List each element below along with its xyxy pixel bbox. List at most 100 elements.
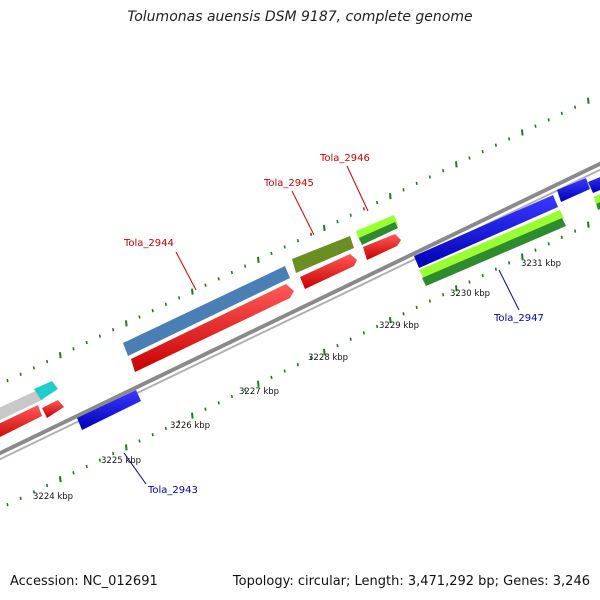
scale-label-3224: 3224 kbp <box>33 492 73 502</box>
gene-cds-cyan[interactable] <box>34 381 58 400</box>
leader-tola-2945 <box>291 190 315 236</box>
inner-tick <box>376 324 379 329</box>
gene-label-tola-2946[interactable]: Tola_2946 <box>319 153 370 164</box>
gene-cds-blue-long[interactable] <box>414 195 558 268</box>
outer-tick <box>72 347 75 351</box>
gene-cds-gray[interactable] <box>0 389 44 425</box>
inner-tick <box>455 285 458 292</box>
gene-cds-blue-edge[interactable] <box>588 173 600 193</box>
inner-tick <box>32 490 35 494</box>
gene-cds-red-small[interactable] <box>42 400 64 418</box>
genes-reverse-strand <box>0 173 600 442</box>
gene-cds-red-short[interactable] <box>363 234 401 260</box>
gene-tola-2946-cds-green[interactable] <box>359 222 398 245</box>
outer-tick <box>349 213 352 217</box>
inner-tick <box>481 273 484 278</box>
gene-tola-2947-cds-green[interactable] <box>422 218 566 286</box>
inner-tick <box>138 439 141 443</box>
gene-label-tola-2945[interactable]: Tola_2945 <box>263 178 314 189</box>
inner-tick <box>534 248 537 252</box>
gene-tola-2947-cds-lime[interactable] <box>419 210 564 279</box>
outer-tick <box>494 143 497 147</box>
leader-tola-2943 <box>123 452 147 485</box>
gene-cds-blue-right[interactable] <box>557 178 590 202</box>
outer-tick <box>310 232 313 236</box>
gene-tola-2945-cds[interactable] <box>292 236 354 273</box>
genes-forward-strand <box>0 190 600 425</box>
topology-text: Topology: circular; Length: 3,471,292 bp… <box>232 574 590 589</box>
outer-tick <box>336 219 339 224</box>
outer-tick <box>85 340 88 345</box>
inner-tick <box>244 388 247 392</box>
outer-tick <box>32 366 35 370</box>
inner-tick <box>230 394 233 399</box>
inner-tick <box>283 369 286 373</box>
outer-tick <box>521 129 524 136</box>
outer-tick <box>296 239 299 243</box>
inner-tick <box>494 267 497 271</box>
outer-tick <box>164 302 167 306</box>
inner-tick <box>6 502 9 507</box>
outer-tick <box>151 309 154 313</box>
outer-tick <box>230 270 233 275</box>
inner-tick <box>362 331 365 335</box>
gene-label-tola-2944[interactable]: Tola_2944 <box>123 238 174 249</box>
inner-tick <box>59 476 62 483</box>
inner-tick <box>323 348 326 355</box>
inner-tick <box>85 464 88 469</box>
gene-tola-2943-cds[interactable] <box>77 390 141 430</box>
outer-tick <box>428 175 431 179</box>
outer-tick <box>508 137 511 141</box>
gene-cds-red-long[interactable] <box>131 284 294 372</box>
inner-tick <box>270 375 273 380</box>
scale-label-3227: 3227 kbp <box>239 387 279 397</box>
gene-tola-2944-cds[interactable] <box>123 266 290 356</box>
outer-tick <box>125 320 128 327</box>
inner-tick <box>46 483 49 488</box>
inner-tick <box>125 444 128 451</box>
gene-label-tola-2947[interactable]: Tola_2947 <box>493 313 544 324</box>
inner-tick <box>402 312 405 316</box>
outer-tick <box>323 224 326 231</box>
inner-tick <box>415 305 418 310</box>
inner-tick <box>508 261 511 265</box>
outer-tick <box>244 264 247 268</box>
inner-tick <box>442 293 445 297</box>
scale-label-3226: 3226 kbp <box>170 421 210 431</box>
gene-label-leaders <box>123 165 520 485</box>
scale-label-3225: 3225 kbp <box>101 456 141 466</box>
inner-tick <box>151 433 154 437</box>
inner-tick <box>349 337 352 341</box>
page-title: Tolumonas auensis DSM 9187, complete gen… <box>127 9 473 25</box>
outer-tick <box>574 105 577 109</box>
outer-tick <box>481 149 484 154</box>
accession-text: Accession: NC_012691 <box>10 574 158 589</box>
inner-tick <box>560 235 563 240</box>
inner-tick <box>204 407 207 411</box>
inner-tick <box>521 253 524 260</box>
inner-tick <box>310 356 313 360</box>
outer-tick <box>376 200 379 205</box>
outer-tick <box>98 334 101 338</box>
inner-tick <box>296 363 299 367</box>
inner-tick <box>468 280 471 284</box>
inner-tick <box>336 343 339 348</box>
gene-cds-red-left[interactable] <box>0 405 42 442</box>
outer-tick <box>112 328 115 332</box>
scale-label-3228: 3228 kbp <box>308 353 348 363</box>
gene-label-tola-2943[interactable]: Tola_2943 <box>147 485 198 496</box>
gene-cds-red-mid[interactable] <box>300 254 357 289</box>
outer-tick <box>19 372 22 376</box>
outer-tick <box>191 288 194 295</box>
outer-tick <box>362 207 365 211</box>
gene-right-edge-lime[interactable] <box>594 190 600 204</box>
outer-tick <box>204 283 207 287</box>
inner-tick <box>191 412 194 419</box>
inner-tick-marks <box>6 221 590 507</box>
inner-tick <box>19 496 22 500</box>
outer-tick <box>468 156 471 160</box>
inner-tick <box>257 380 260 387</box>
inner-tick <box>112 452 115 456</box>
leader-tola-2946 <box>346 165 369 212</box>
